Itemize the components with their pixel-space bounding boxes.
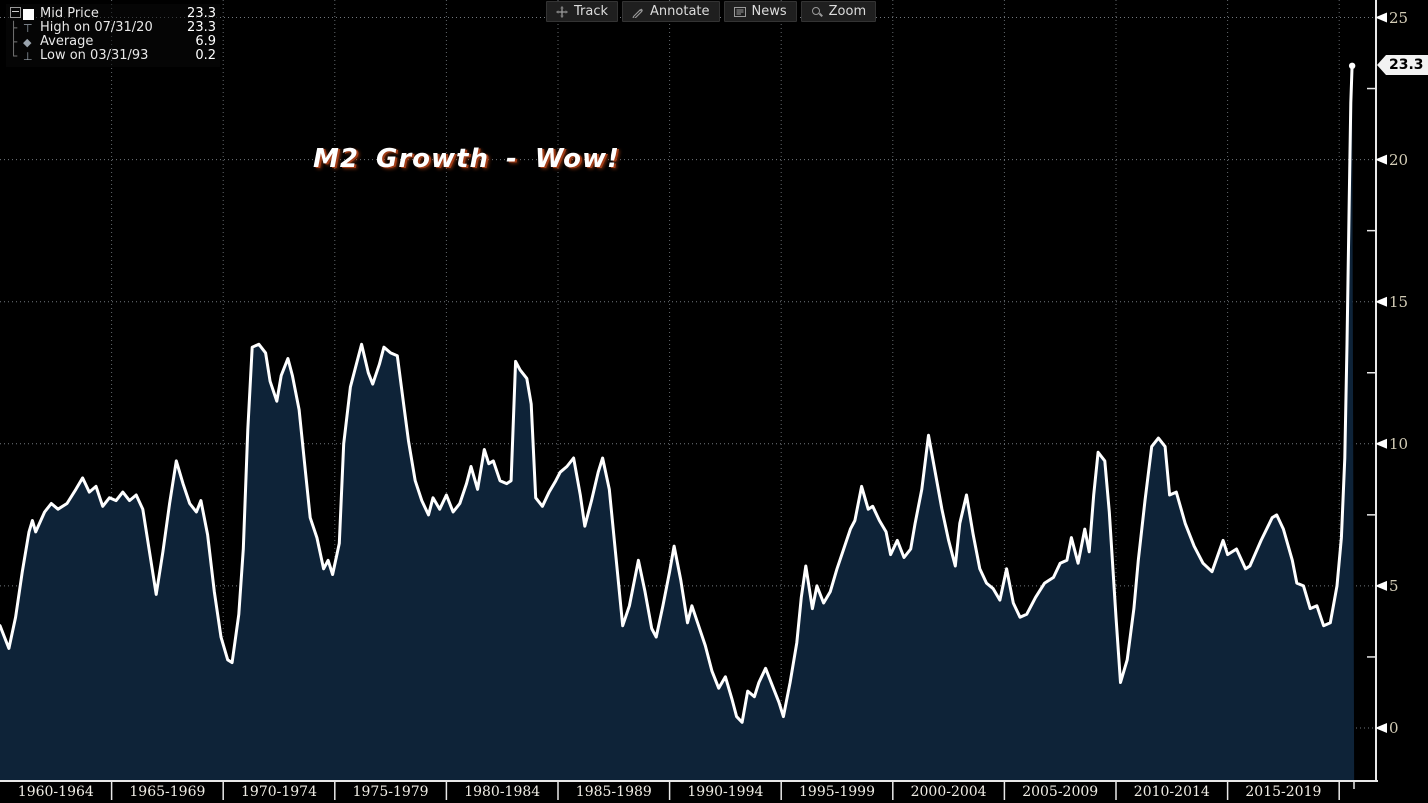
y-axis-label: 5 — [1389, 576, 1399, 595]
x-axis-label: 1995-1999 — [799, 784, 875, 800]
tree-branch-icon: └ — [10, 49, 18, 63]
x-axis-label: 1985-1989 — [575, 784, 652, 800]
x-axis-label: 2000-2004 — [910, 784, 987, 800]
tree-branch-icon: ├ — [10, 35, 18, 49]
track-crosshair-icon — [556, 5, 568, 18]
x-axis-label: 1975-1979 — [352, 784, 429, 800]
legend-row-average[interactable]: ├ ◆ Average 6.9 — [10, 34, 216, 50]
legend-row-mid-price[interactable]: Mid Price 23.3 — [10, 7, 216, 21]
legend-label: Low on 03/31/93 — [40, 48, 149, 63]
legend-row-high[interactable]: ├ ⊤ High on 07/31/20 23.3 — [10, 20, 216, 36]
legend-row-low[interactable]: └ ⊥ Low on 03/31/93 0.2 — [10, 48, 216, 64]
x-axis-label: 1960-1964 — [17, 784, 94, 800]
x-axis-label: 1965-1969 — [129, 784, 206, 800]
legend-collapse-toggle[interactable] — [10, 7, 23, 21]
chart-legend: Mid Price 23.3 ├ ⊤ High on 07/31/20 23.3… — [6, 4, 220, 67]
chart-annotation-text[interactable]: M2 Growth - Wow! — [313, 144, 620, 174]
average-marker-icon: ◆ — [23, 35, 32, 49]
x-axis-label: 1990-1994 — [687, 784, 764, 800]
y-axis-tick-arrow — [1375, 438, 1387, 449]
annotate-button[interactable]: Annotate — [622, 1, 720, 22]
last-price-badge: 23.3 — [1377, 55, 1428, 75]
legend-label: Average — [40, 34, 94, 49]
area-fill — [0, 65, 1355, 781]
y-axis-label: 25 — [1389, 8, 1409, 27]
news-button-label: News — [751, 4, 787, 19]
chart-toolbar: Track Annotate News Zoom — [546, 1, 877, 22]
low-marker-icon: ⊥ — [23, 49, 33, 63]
legend-label: Mid Price — [40, 6, 99, 21]
last-point-marker — [1348, 62, 1356, 70]
x-axis-label: 1980-1984 — [464, 784, 541, 800]
zoom-button-label: Zoom — [828, 4, 867, 19]
x-axis-label: 2010-2014 — [1133, 784, 1210, 800]
legend-value: 6.9 — [195, 34, 216, 49]
y-axis-label: 0 — [1389, 719, 1399, 737]
annotate-pencil-icon — [632, 6, 644, 18]
y-axis-label: 10 — [1389, 434, 1409, 453]
y-axis-tick-arrow — [1375, 580, 1387, 591]
x-axis-label: 2005-2009 — [1022, 784, 1099, 800]
legend-value: 0.2 — [195, 48, 216, 63]
y-axis-tick-arrow — [1375, 154, 1387, 165]
price-line — [0, 64, 1354, 724]
y-axis-tick-arrow — [1375, 12, 1387, 23]
high-marker-icon: ⊤ — [23, 21, 33, 35]
news-lines-icon — [733, 6, 746, 18]
y-axis-tick-arrow — [1375, 723, 1387, 733]
legend-value: 23.3 — [187, 6, 216, 21]
y-axis-label: 15 — [1389, 292, 1409, 311]
series-swatch — [23, 8, 40, 20]
track-button[interactable]: Track — [546, 1, 619, 22]
x-axis-label: 2015-2019 — [1245, 784, 1322, 800]
collapse-box-icon[interactable] — [10, 7, 21, 18]
legend-value: 23.3 — [187, 20, 216, 35]
zoom-magnifier-icon — [811, 6, 823, 18]
legend-label: High on 07/31/20 — [40, 20, 153, 35]
y-axis-tick-arrow — [1375, 296, 1387, 307]
y-axis-label: 20 — [1389, 150, 1409, 169]
annotate-button-label: Annotate — [650, 4, 710, 19]
x-axis-label: 1970-1974 — [241, 784, 317, 800]
news-button[interactable]: News — [723, 1, 797, 22]
tree-branch-icon: ├ — [10, 21, 18, 35]
track-button-label: Track — [574, 4, 609, 19]
zoom-button[interactable]: Zoom — [800, 1, 877, 22]
